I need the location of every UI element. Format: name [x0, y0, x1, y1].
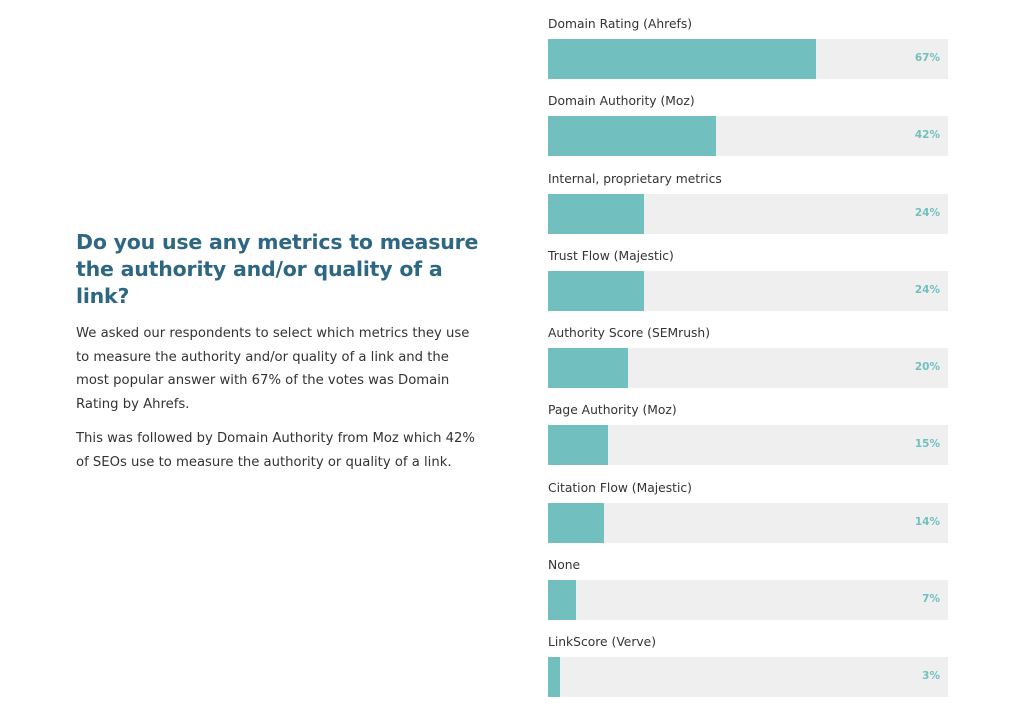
article-text: Do you use any metrics to measure the au…	[76, 229, 481, 474]
bar-track: 42%	[548, 116, 948, 157]
bar-row: Trust Flow (Majestic) 24%	[548, 246, 948, 323]
bar-track: 67%	[548, 39, 948, 79]
bar-label: Authority Score (SEMrush)	[548, 326, 711, 341]
bar-track: 7%	[548, 580, 948, 621]
bar-value-label: 67%	[914, 52, 940, 64]
bar	[548, 270, 644, 311]
bar-label: Internal, proprietary metrics	[548, 171, 722, 186]
bar-track: 20%	[548, 348, 948, 389]
bar-label: Page Authority (Moz)	[548, 403, 677, 418]
bar-label: None	[548, 558, 581, 573]
bar	[548, 193, 644, 234]
bar-label: Citation Flow (Majestic)	[548, 480, 692, 495]
bar-row: Authority Score (SEMrush) 20%	[548, 323, 948, 400]
bar-row: None 7%	[548, 555, 948, 632]
bar-row: Citation Flow (Majestic) 14%	[548, 478, 948, 555]
bar	[548, 348, 628, 389]
bar	[548, 116, 716, 157]
bar-value-label: 24%	[914, 206, 940, 219]
bar	[548, 502, 604, 543]
bar-track: 3%	[548, 657, 948, 698]
bar-row: Domain Rating (Ahrefs) 67%	[548, 14, 948, 91]
bar-label: Trust Flow (Majestic)	[548, 248, 674, 263]
bar-value-label: 42%	[914, 129, 940, 142]
bar	[548, 425, 608, 466]
bar-row: Internal, proprietary metrics 24%	[548, 169, 948, 246]
metrics-bar-chart: Domain Rating (Ahrefs) 67% Domain Authorit…	[548, 14, 948, 710]
bar-value-label: 14%	[914, 515, 940, 528]
bar-track: 24%	[548, 193, 948, 234]
bar-value-label: 15%	[914, 438, 940, 451]
followup-paragraph: This was followed by Domain Authority fr…	[76, 431, 475, 470]
bar-track: 24%	[548, 270, 948, 311]
bar-track: 14%	[548, 502, 948, 543]
bar-track: 15%	[548, 425, 948, 466]
question-heading: Do you use any metrics to measure the au…	[76, 230, 479, 308]
bar	[548, 39, 816, 79]
bar-row: LinkScore (Verve) 3%	[548, 632, 948, 709]
bar-value-label: 3%	[922, 670, 940, 683]
bar-value-label: 7%	[922, 593, 940, 606]
bar-row: Domain Authority (Moz) 42%	[548, 91, 948, 168]
bar-label: Domain Authority (Moz)	[548, 94, 695, 109]
bar-value-label: 24%	[914, 283, 940, 296]
bar-row: Page Authority (Moz) 15%	[548, 400, 948, 477]
bar-value-label: 20%	[914, 361, 940, 374]
bar-label: Domain Rating (Ahrefs)	[548, 17, 693, 31]
intro-paragraph: We asked our respondents to select which…	[76, 326, 470, 412]
bar	[548, 580, 576, 621]
bar	[548, 657, 560, 698]
bar-label: LinkScore (Verve)	[548, 635, 657, 650]
